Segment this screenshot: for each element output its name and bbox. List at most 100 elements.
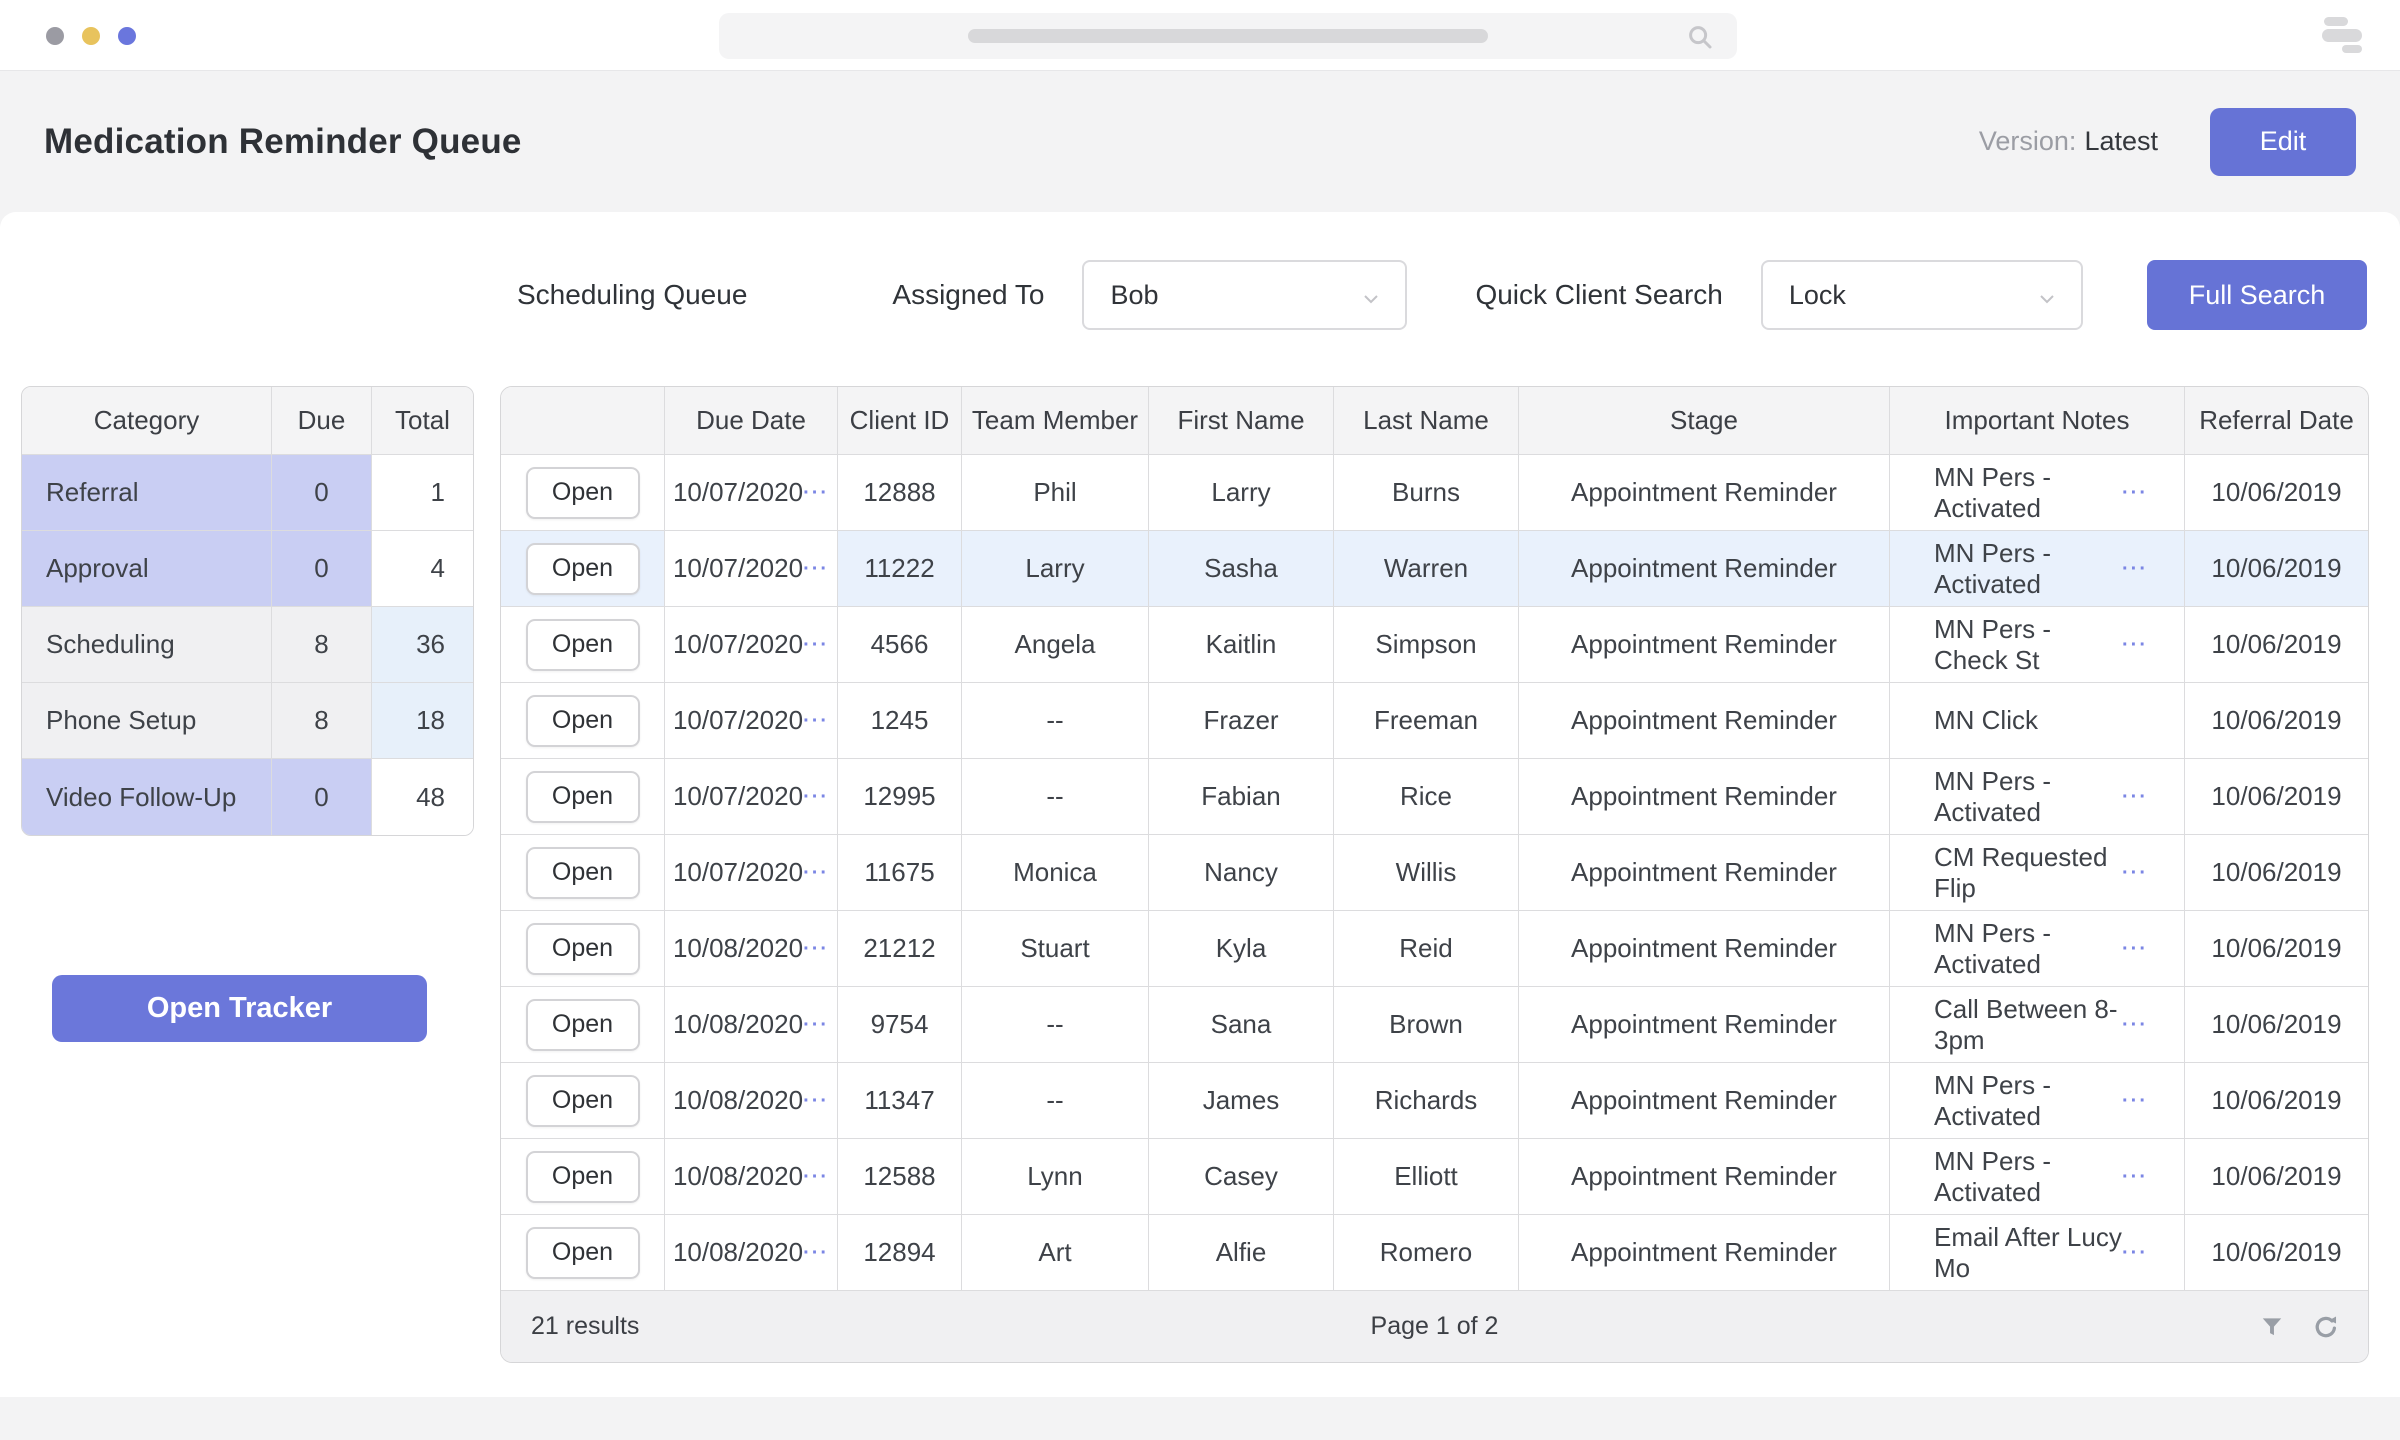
referral-date-cell: 10/06/2019 [2185,607,2368,683]
open-button[interactable]: Open [526,1227,640,1279]
more-dots-icon[interactable]: ··· [2122,1091,2148,1111]
last-name-cell: Brown [1334,987,1519,1063]
referral-date-cell: 10/06/2019 [2185,1063,2368,1139]
window-control-yellow[interactable] [82,27,100,45]
client-id-cell: 12995 [838,759,962,835]
notes-text: MN Click [1934,705,2038,736]
last-name-cell: Richards [1334,1063,1519,1139]
queue-header-cell: Referral Date [2185,387,2368,455]
open-button[interactable]: Open [526,999,640,1051]
first-name-cell: Frazer [1149,683,1334,759]
team-member-cell: -- [962,1063,1149,1139]
assigned-to-select[interactable]: Bob [1082,260,1407,330]
open-tracker-button[interactable]: Open Tracker [52,975,427,1042]
window-control-gray[interactable] [46,27,64,45]
summary-category-cell[interactable]: Phone Setup [22,683,272,759]
full-search-button[interactable]: Full Search [2147,260,2367,330]
summary-total-cell: 48 [372,759,473,835]
more-dots-icon[interactable]: ··· [803,1243,829,1263]
stage-cell: Appointment Reminder [1519,531,1890,607]
due-date-value: 10/07/2020 [673,629,803,660]
more-dots-icon[interactable]: ··· [803,1091,829,1111]
open-button[interactable]: Open [526,619,640,671]
open-button[interactable]: Open [526,771,640,823]
version-label: Version: [1979,126,2077,156]
summary-header-cell: Total [372,387,473,455]
more-dots-icon[interactable]: ··· [803,1015,829,1035]
notes-text: MN Pers - Activated [1934,766,2122,828]
due-date-value: 10/08/2020 [673,1237,803,1268]
summary-category-cell[interactable]: Video Follow-Up [22,759,272,835]
due-date-cell: 10/08/2020··· [665,911,838,987]
summary-category-cell[interactable]: Approval [22,531,272,607]
due-date-cell: 10/07/2020··· [665,607,838,683]
summary-category-cell[interactable]: Scheduling [22,607,272,683]
search-icon[interactable] [1685,22,1715,57]
browser-bar [0,0,2400,71]
referral-date-cell: 10/06/2019 [2185,759,2368,835]
summary-due-cell: 8 [272,607,372,683]
quick-client-search-select[interactable]: Lock [1761,260,2083,330]
open-cell: Open [501,1139,665,1215]
referral-date-cell: 10/06/2019 [2185,1139,2368,1215]
open-button[interactable]: Open [526,923,640,975]
due-date-cell: 10/07/2020··· [665,759,838,835]
first-name-cell: Nancy [1149,835,1334,911]
more-dots-icon[interactable]: ··· [2122,635,2148,655]
queue-header-cell: Client ID [838,387,962,455]
open-button[interactable]: Open [526,695,640,747]
table-footer: 21 results Page 1 of 2 [501,1291,2368,1362]
more-dots-icon[interactable]: ··· [803,559,829,579]
notes-text: Email After Lucy Mo [1934,1222,2122,1284]
summary-category-cell[interactable]: Referral [22,455,272,531]
version-value: Latest [2084,126,2158,156]
last-name-cell: Freeman [1334,683,1519,759]
first-name-cell: Sana [1149,987,1334,1063]
notes-text: MN Pers - Activated [1934,462,2122,524]
more-dots-icon[interactable]: ··· [2122,483,2148,503]
filter-row: Scheduling Queue Assigned To Bob Quick C… [0,260,2400,330]
more-dots-icon[interactable]: ··· [803,711,829,731]
referral-date-cell: 10/06/2019 [2185,683,2368,759]
more-dots-icon[interactable]: ··· [2122,1015,2148,1035]
more-dots-icon[interactable]: ··· [2122,863,2148,883]
more-dots-icon[interactable]: ··· [803,863,829,883]
window-control-purple[interactable] [118,27,136,45]
open-button[interactable]: Open [526,543,640,595]
more-dots-icon[interactable]: ··· [803,787,829,807]
queue-header-cell: First Name [1149,387,1334,455]
search-input[interactable] [719,13,1737,59]
more-dots-icon[interactable]: ··· [2122,559,2148,579]
notes-cell: CM Requested Flip··· [1890,835,2185,911]
open-cell: Open [501,683,665,759]
more-dots-icon[interactable]: ··· [2122,1243,2148,1263]
queue-name-label: Scheduling Queue [517,279,747,311]
summary-total-cell: 4 [372,531,473,607]
window-controls [46,27,136,45]
menu-icon[interactable] [2322,17,2362,53]
page-indicator: Page 1 of 2 [501,1312,2368,1341]
last-name-cell: Elliott [1334,1139,1519,1215]
more-dots-icon[interactable]: ··· [803,483,829,503]
team-member-cell: -- [962,683,1149,759]
edit-button[interactable]: Edit [2210,108,2356,176]
open-button[interactable]: Open [526,847,640,899]
page-header: Medication Reminder Queue Version:Latest… [0,71,2400,212]
main-card: Scheduling Queue Assigned To Bob Quick C… [0,212,2400,1397]
first-name-cell: Kyla [1149,911,1334,987]
due-date-cell: 10/07/2020··· [665,683,838,759]
open-button[interactable]: Open [526,467,640,519]
due-date-cell: 10/08/2020··· [665,1139,838,1215]
open-button[interactable]: Open [526,1151,640,1203]
queue-table: Due DateClient IDTeam MemberFirst NameLa… [500,386,2369,1363]
more-dots-icon[interactable]: ··· [2122,1167,2148,1187]
notes-cell: MN Pers - Activated··· [1890,455,2185,531]
more-dots-icon[interactable]: ··· [803,635,829,655]
more-dots-icon[interactable]: ··· [803,1167,829,1187]
more-dots-icon[interactable]: ··· [2122,787,2148,807]
notes-cell: MN Pers - Check St··· [1890,607,2185,683]
open-button[interactable]: Open [526,1075,640,1127]
more-dots-icon[interactable]: ··· [2122,939,2148,959]
more-dots-icon[interactable]: ··· [803,939,829,959]
quick-client-search-label: Quick Client Search [1475,279,1722,311]
